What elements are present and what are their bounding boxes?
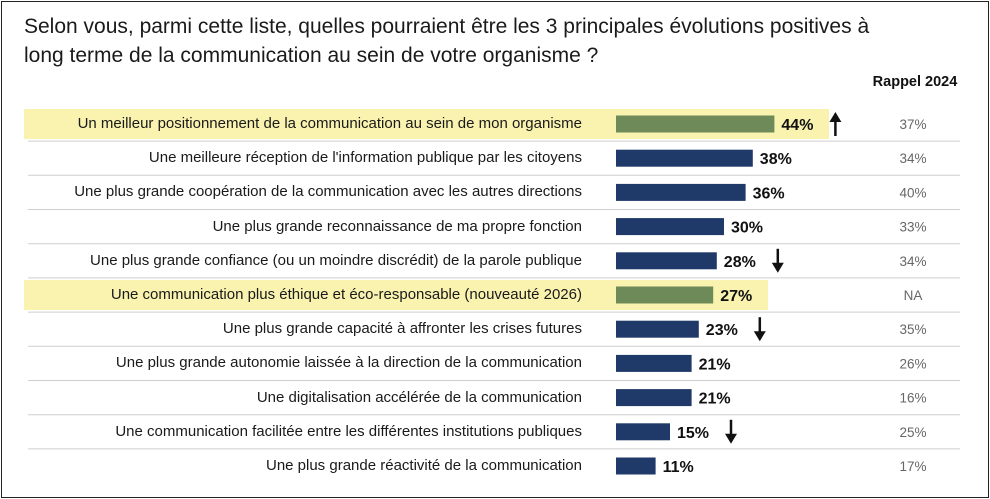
trend-down-icon — [725, 433, 737, 444]
value-label: 36% — [753, 185, 785, 202]
category-label: Un meilleur positionnement de la communi… — [77, 115, 582, 132]
bar — [616, 457, 656, 475]
category-label: Une plus grande capacité à affronter les… — [222, 320, 582, 338]
category-label: Une communication plus éthique et éco-re… — [110, 286, 582, 303]
rappel-2024-value: 33% — [899, 220, 926, 235]
bar — [616, 389, 692, 407]
category-label: Une digitalisation accélérée de la commu… — [256, 388, 582, 406]
rappel-2024-value: 25% — [899, 425, 926, 440]
category-label: Une plus grande reconnaissance de ma pro… — [212, 217, 582, 235]
bar — [616, 218, 724, 236]
category-label: Une plus grande coopération de la commun… — [74, 183, 582, 201]
value-label: 38% — [760, 151, 792, 168]
rappel-2024-value: 34% — [899, 254, 926, 269]
category-label: Une plus grande confiance (ou un moindre… — [90, 251, 582, 269]
value-label: 15% — [677, 425, 709, 442]
bar — [616, 423, 670, 441]
rappel-2024-header: Rappel 2024 — [872, 74, 958, 90]
rappel-2024-value: 16% — [899, 391, 926, 406]
rappel-2024-value: 35% — [899, 322, 926, 337]
rappel-2024-value: 26% — [899, 356, 926, 371]
category-label: Une communication facilitée entre les di… — [115, 422, 582, 440]
bar — [616, 354, 692, 372]
rappel-2024-value: 17% — [899, 459, 926, 474]
rappel-2024-value: NA — [904, 288, 923, 303]
value-label: 27% — [720, 288, 752, 305]
bar — [616, 183, 746, 201]
bar — [616, 286, 714, 304]
category-label: Une plus grande autonomie laissée à la d… — [115, 354, 582, 372]
bar — [616, 320, 699, 338]
value-label: 44% — [781, 117, 813, 134]
value-label: 21% — [699, 391, 731, 408]
category-label: Une meilleure réception de l'information… — [148, 149, 582, 167]
rappel-2024-value: 37% — [899, 117, 926, 132]
value-label: 23% — [706, 322, 738, 339]
value-label: 28% — [724, 254, 756, 271]
trend-up-icon — [829, 112, 842, 122]
trend-down-icon — [753, 331, 766, 342]
value-label: 30% — [731, 220, 763, 237]
bar — [616, 252, 717, 270]
category-label: Une plus grande réactivité de la communi… — [265, 457, 582, 474]
value-label: 11% — [663, 459, 694, 476]
trend-down-icon — [771, 262, 784, 273]
chart-title: Selon vous, parmi cette liste, quelles p… — [24, 15, 870, 67]
bar — [616, 149, 753, 167]
value-label: 21% — [699, 356, 731, 373]
bar — [616, 115, 775, 133]
rappel-2024-value: 40% — [899, 185, 926, 200]
rappel-2024-value: 34% — [899, 151, 926, 166]
